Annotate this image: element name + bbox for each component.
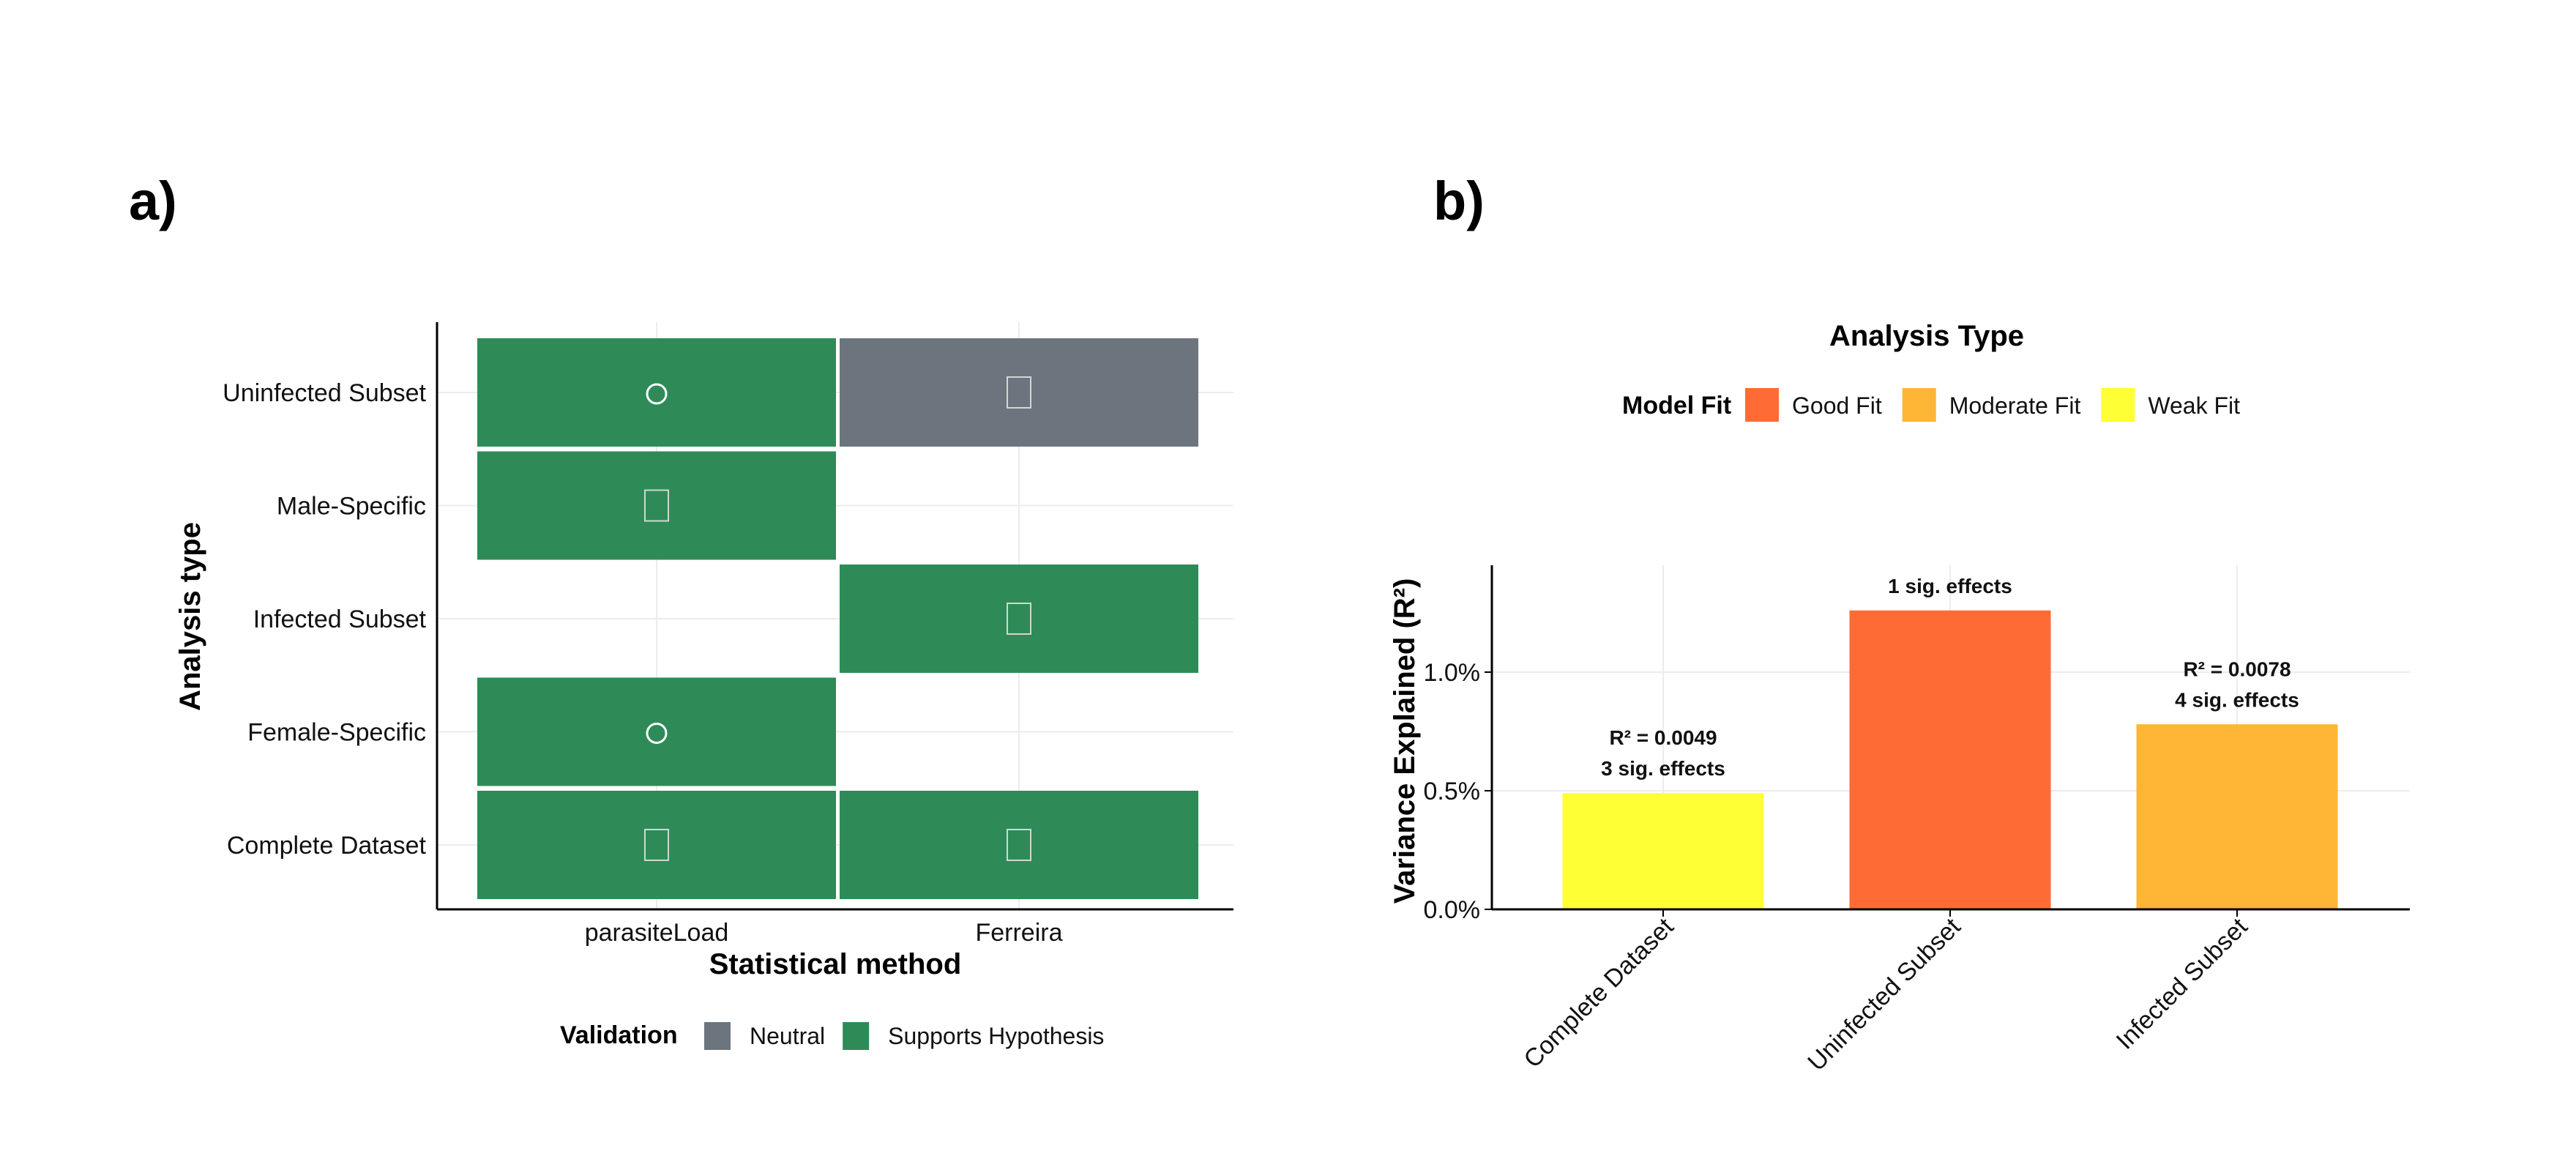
heatmap-y-tick-female-specific: Female-Specific [247, 719, 426, 747]
validation-legend-swatch-neutral [704, 1022, 731, 1050]
bar-chart-bar-labels: R² = 0.0049 3 sig. effects 1 sig. effects R… [1601, 575, 2299, 780]
heatmap-cell-ferreira-complete-dataset [840, 791, 1198, 899]
heatmap-x-tick-parasiteload: parasiteLoad [585, 919, 729, 947]
heatmap-y-tick-male-specific: Male-Specific [277, 493, 426, 521]
validation-legend-label-neutral: Neutral [750, 1023, 825, 1049]
heatmap-box-symbol-ferreira-infected-subset [1007, 603, 1031, 635]
bar-label-infected-subset-1: 4 sig. effects [2175, 688, 2299, 711]
bar-chart-y-tick-2: 1.0% [1424, 659, 1481, 687]
bar-chart-y-axis-title: Variance Explained (R²) [1389, 578, 1421, 904]
bar-uninfected-subset [1849, 610, 2051, 909]
variance-bar-chart: Analysis Type Model Fit Good Fit Moderate… [1389, 320, 2410, 1076]
bar-chart-x-tick-labels: Complete Dataset Uninfected Subset Infecte… [1518, 909, 2253, 1076]
heatmap-circle-symbol-parasiteload-uninfected-subset [646, 383, 668, 405]
bar-label-complete-dataset-1: 3 sig. effects [1601, 757, 1725, 780]
model-fit-legend-label-good-fit: Good Fit [1792, 392, 1882, 419]
bar-chart-bars [1562, 610, 2338, 909]
heatmap-x-tick-labels: parasiteLoad Ferreira [585, 919, 1063, 947]
heatmap-y-tick-complete-dataset: Complete Dataset [227, 832, 427, 860]
validation-legend-swatch-supports-hypothesis [843, 1022, 870, 1050]
bar-chart-x-tick-uninfected-subset: Uninfected Subset [1802, 912, 1966, 1076]
heatmap-y-axis-title: Analysis type [174, 522, 206, 711]
heatmap-cells [477, 338, 1198, 899]
validation-heatmap: Uninfected Subset Male-Specific Infected S… [174, 322, 1233, 1050]
bar-chart-x-tick-complete-dataset: Complete Dataset [1518, 912, 1679, 1073]
model-fit-legend-title: Model Fit [1622, 392, 1731, 420]
model-fit-legend-label-moderate-fit: Moderate Fit [1949, 392, 2081, 419]
heatmap-box-symbol-ferreira-uninfected-subset [1007, 376, 1031, 409]
validation-legend: Validation Neutral Supports Hypothesis [560, 1021, 1104, 1050]
bar-chart-y-tick-labels: 0.0% 0.5% 1.0% [1424, 659, 1492, 924]
model-fit-legend-entries: Good Fit Moderate Fit Weak Fit [1745, 388, 2240, 422]
heatmap-box-symbol-ferreira-complete-dataset [1007, 829, 1031, 861]
model-fit-legend-swatch-weak-fit [2101, 388, 2135, 422]
bar-infected-subset [2136, 724, 2338, 909]
bar-label-uninfected-subset-0: 1 sig. effects [1888, 575, 2012, 597]
bar-complete-dataset [1562, 793, 1764, 909]
heatmap-cell-ferreira-uninfected-subset [840, 338, 1198, 447]
heatmap-cell-ferreira-infected-subset [840, 564, 1198, 673]
heatmap-cell-parasiteload-female-specific [477, 677, 836, 786]
heatmap-cell-parasiteload-uninfected-subset [477, 338, 836, 447]
model-fit-legend-swatch-good-fit [1745, 388, 1779, 422]
model-fit-legend-label-weak-fit: Weak Fit [2148, 392, 2240, 419]
bar-chart-title: Analysis Type [1829, 320, 2024, 352]
heatmap-symbols [644, 376, 1031, 861]
heatmap-cell-parasiteload-complete-dataset [477, 791, 836, 899]
validation-legend-title: Validation [560, 1021, 678, 1049]
heatmap-y-tick-infected-subset: Infected Subset [253, 606, 427, 633]
panel-b-tag: b) [1433, 171, 1485, 231]
heatmap-y-tick-labels: Uninfected Subset Male-Specific Infected S… [223, 379, 426, 860]
heatmap-box-symbol-parasiteload-complete-dataset [644, 829, 669, 861]
validation-legend-entries: Neutral Supports Hypothesis [704, 1022, 1104, 1050]
heatmap-y-tick-uninfected-subset: Uninfected Subset [223, 379, 426, 407]
heatmap-x-axis-title: Statistical method [709, 948, 962, 980]
heatmap-x-tick-ferreira: Ferreira [975, 919, 1062, 947]
validation-legend-label-supports-hypothesis: Supports Hypothesis [888, 1023, 1104, 1049]
model-fit-legend: Model Fit Good Fit Moderate Fit Weak Fit [1622, 388, 2240, 422]
bar-chart-y-tick-1: 0.5% [1424, 778, 1481, 805]
heatmap-box-symbol-parasiteload-male-specific [644, 489, 669, 522]
bar-label-infected-subset-0: R² = 0.0078 [2183, 657, 2291, 680]
heatmap-cell-parasiteload-male-specific [477, 451, 836, 560]
bar-chart-y-tick-0: 0.0% [1424, 896, 1481, 924]
panel-a-tag: a) [129, 171, 177, 231]
heatmap-circle-symbol-parasiteload-female-specific [646, 723, 668, 744]
bar-chart-x-tick-infected-subset: Infected Subset [2111, 912, 2253, 1054]
model-fit-legend-swatch-moderate-fit [1902, 388, 1936, 422]
bar-label-complete-dataset-0: R² = 0.0049 [1609, 726, 1717, 749]
